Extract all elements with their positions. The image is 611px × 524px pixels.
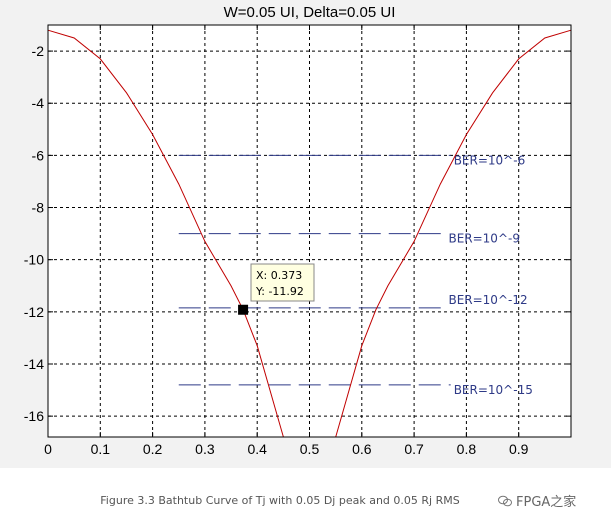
- y-tick-label: -12: [24, 304, 44, 320]
- bathtub-curve-series: [47, 29, 284, 438]
- bathtub-curve-series: [335, 29, 572, 438]
- chart-title: W=0.05 UI, Delta=0.05 UI: [224, 4, 396, 21]
- x-tick-label: 0.9: [509, 441, 529, 457]
- datatip-y-text: Y: -11.92: [255, 285, 304, 298]
- x-tick-label: 0.1: [91, 441, 111, 457]
- x-tick-label: 0.5: [300, 441, 320, 457]
- x-tick-label: 0.8: [457, 441, 477, 457]
- datatip-x-text: X: 0.373: [256, 269, 302, 282]
- datatip-marker: [238, 304, 249, 315]
- watermark: FPGA之家: [498, 491, 576, 510]
- x-tick-label: 0.7: [404, 441, 424, 457]
- wechat-icon: [498, 495, 512, 506]
- bathtub-chart: BER=10^-6 BER=10^-9 BER=10^-12 BER=10^-15 X:…: [24, 4, 572, 457]
- y-tick-label: -16: [24, 408, 44, 424]
- ber-label: BER=10^-15: [454, 383, 533, 397]
- axes-frame: [47, 24, 572, 438]
- ber-label: BER=10^-6: [454, 153, 525, 167]
- x-tick-label: 0.4: [247, 441, 267, 457]
- x-tick-label: 0.3: [195, 441, 215, 457]
- figure-caption: Figure 3.3 Bathtub Curve of Tj with 0.05…: [100, 494, 460, 507]
- y-tick-label: -14: [24, 356, 44, 372]
- x-tick-label: 0.2: [143, 441, 163, 457]
- y-tick-label: -6: [32, 147, 45, 163]
- ber-label: BER=10^-9: [448, 232, 519, 246]
- ber-label: BER=10^-12: [448, 293, 527, 307]
- x-tick-label: 0.6: [352, 441, 372, 457]
- y-tick-label: -8: [32, 200, 45, 216]
- watermark-text: FPGA之家: [516, 495, 577, 510]
- figure-panel: BER=10^-6 BER=10^-9 BER=10^-12 BER=10^-15 X:…: [0, 0, 611, 468]
- y-tick-label: -2: [32, 43, 45, 59]
- y-tick-label: -10: [24, 252, 44, 268]
- y-tick-label: -4: [32, 95, 45, 111]
- x-tick-label: 0: [44, 441, 52, 457]
- datatip-box: [250, 263, 315, 302]
